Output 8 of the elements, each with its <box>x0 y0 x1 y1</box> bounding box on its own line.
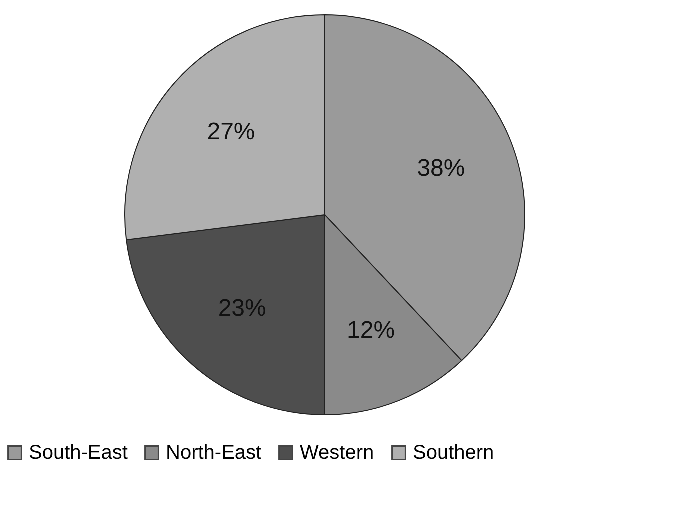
data-label: 12% <box>346 317 396 344</box>
data-label: 38% <box>417 154 466 182</box>
legend-label: Western <box>300 442 374 464</box>
legend-label: North-East <box>166 442 262 464</box>
data-label: 23% <box>218 294 266 322</box>
legend-label: Southern <box>413 442 494 464</box>
data-label: 27% <box>207 118 256 146</box>
legend-label: South-East <box>29 442 128 464</box>
